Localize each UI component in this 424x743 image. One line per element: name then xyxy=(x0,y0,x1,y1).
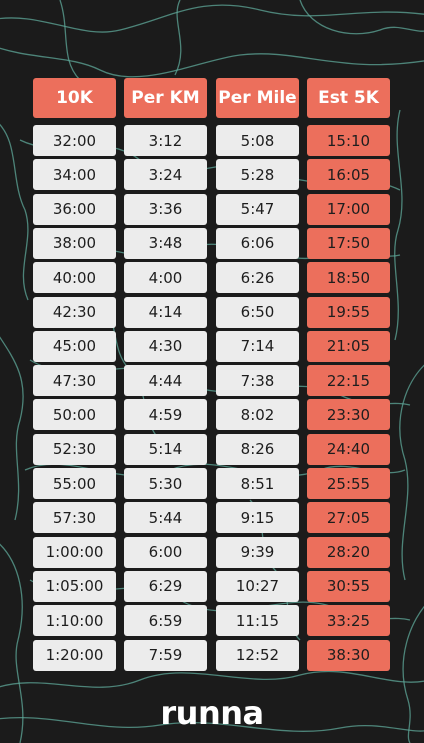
cell-per-km: 5:44 xyxy=(124,502,207,534)
table-row: 1:05:00 6:29 10:27 30:55 xyxy=(33,570,390,602)
cell-per-km: 4:44 xyxy=(124,365,207,397)
cell-est-5k: 16:05 xyxy=(307,159,390,191)
table-row: 40:00 4:00 6:26 18:50 xyxy=(33,262,390,294)
header-per-mile: Per Mile xyxy=(216,78,299,118)
table-row: 32:00 3:12 5:08 15:10 xyxy=(33,125,390,156)
runna-logo-text: runna xyxy=(160,694,264,732)
cell-est-5k: 18:50 xyxy=(307,262,390,294)
cell-10k: 1:20:00 xyxy=(33,639,116,671)
cell-per-mile: 11:15 xyxy=(216,605,299,637)
table-row: 52:30 5:14 8:26 24:40 xyxy=(33,433,390,465)
header-per-km: Per KM xyxy=(124,78,207,118)
cell-per-mile: 12:52 xyxy=(216,639,299,671)
cell-10k: 42:30 xyxy=(33,296,116,328)
table-row: 1:20:00 7:59 12:52 38:30 xyxy=(33,639,390,671)
cell-10k: 45:00 xyxy=(33,330,116,362)
cell-10k: 40:00 xyxy=(33,262,116,294)
cell-per-km: 6:00 xyxy=(124,536,207,568)
cell-est-5k: 21:05 xyxy=(307,330,390,362)
cell-per-mile: 8:26 xyxy=(216,433,299,465)
cell-est-5k: 28:20 xyxy=(307,536,390,568)
header-est-5k: Est 5K xyxy=(307,78,390,118)
cell-est-5k: 30:55 xyxy=(307,570,390,602)
cell-per-mile: 6:06 xyxy=(216,227,299,259)
cell-10k: 36:00 xyxy=(33,193,116,225)
cell-per-km: 5:14 xyxy=(124,433,207,465)
cell-per-mile: 5:47 xyxy=(216,193,299,225)
cell-est-5k: 15:10 xyxy=(307,125,390,156)
cell-per-km: 4:00 xyxy=(124,262,207,294)
cell-est-5k: 23:30 xyxy=(307,399,390,431)
cell-per-mile: 9:15 xyxy=(216,502,299,534)
cell-per-mile: 9:39 xyxy=(216,536,299,568)
cell-est-5k: 17:00 xyxy=(307,193,390,225)
cell-per-km: 4:14 xyxy=(124,296,207,328)
cell-10k: 47:30 xyxy=(33,365,116,397)
cell-per-mile: 5:08 xyxy=(216,125,299,156)
cell-per-mile: 6:26 xyxy=(216,262,299,294)
cell-10k: 50:00 xyxy=(33,399,116,431)
cell-10k: 1:05:00 xyxy=(33,570,116,602)
cell-per-mile: 10:27 xyxy=(216,570,299,602)
cell-est-5k: 25:55 xyxy=(307,468,390,499)
cell-per-km: 3:12 xyxy=(124,125,207,156)
cell-per-km: 3:36 xyxy=(124,193,207,225)
table-row: 47:30 4:44 7:38 22:15 xyxy=(33,365,390,397)
table-row: 50:00 4:59 8:02 23:30 xyxy=(33,399,390,431)
cell-10k: 34:00 xyxy=(33,159,116,191)
table-row: 42:30 4:14 6:50 19:55 xyxy=(33,296,390,328)
cell-per-km: 6:59 xyxy=(124,605,207,637)
cell-est-5k: 19:55 xyxy=(307,296,390,328)
table-row: 45:00 4:30 7:14 21:05 xyxy=(33,330,390,362)
table-row: 34:00 3:24 5:28 16:05 xyxy=(33,159,390,191)
cell-10k: 1:10:00 xyxy=(33,605,116,637)
cell-per-mile: 5:28 xyxy=(216,159,299,191)
cell-est-5k: 22:15 xyxy=(307,365,390,397)
table-row: 57:30 5:44 9:15 27:05 xyxy=(33,502,390,534)
cell-per-mile: 7:14 xyxy=(216,330,299,362)
table-header: 10K Per KM Per Mile Est 5K xyxy=(33,78,390,118)
runna-logo: runna xyxy=(0,694,424,732)
cell-per-km: 3:48 xyxy=(124,227,207,259)
cell-per-km: 4:59 xyxy=(124,399,207,431)
header-10k: 10K xyxy=(33,78,116,118)
cell-10k: 32:00 xyxy=(33,125,116,156)
table-row: 55:00 5:30 8:51 25:55 xyxy=(33,468,390,499)
cell-per-km: 4:30 xyxy=(124,330,207,362)
cell-10k: 52:30 xyxy=(33,433,116,465)
cell-per-mile: 8:51 xyxy=(216,468,299,499)
cell-est-5k: 24:40 xyxy=(307,433,390,465)
table-row: 1:00:00 6:00 9:39 28:20 xyxy=(33,536,390,568)
cell-est-5k: 17:50 xyxy=(307,227,390,259)
table-row: 1:10:00 6:59 11:15 33:25 xyxy=(33,605,390,637)
cell-10k: 1:00:00 xyxy=(33,536,116,568)
cell-est-5k: 33:25 xyxy=(307,605,390,637)
cell-est-5k: 27:05 xyxy=(307,502,390,534)
cell-est-5k: 38:30 xyxy=(307,639,390,671)
cell-10k: 57:30 xyxy=(33,502,116,534)
table-row: 38:00 3:48 6:06 17:50 xyxy=(33,227,390,259)
cell-per-mile: 6:50 xyxy=(216,296,299,328)
cell-per-km: 5:30 xyxy=(124,468,207,499)
cell-per-km: 3:24 xyxy=(124,159,207,191)
cell-per-km: 7:59 xyxy=(124,639,207,671)
cell-per-mile: 7:38 xyxy=(216,365,299,397)
cell-per-km: 6:29 xyxy=(124,570,207,602)
cell-per-mile: 8:02 xyxy=(216,399,299,431)
table-row: 36:00 3:36 5:47 17:00 xyxy=(33,193,390,225)
cell-10k: 55:00 xyxy=(33,468,116,499)
cell-10k: 38:00 xyxy=(33,227,116,259)
